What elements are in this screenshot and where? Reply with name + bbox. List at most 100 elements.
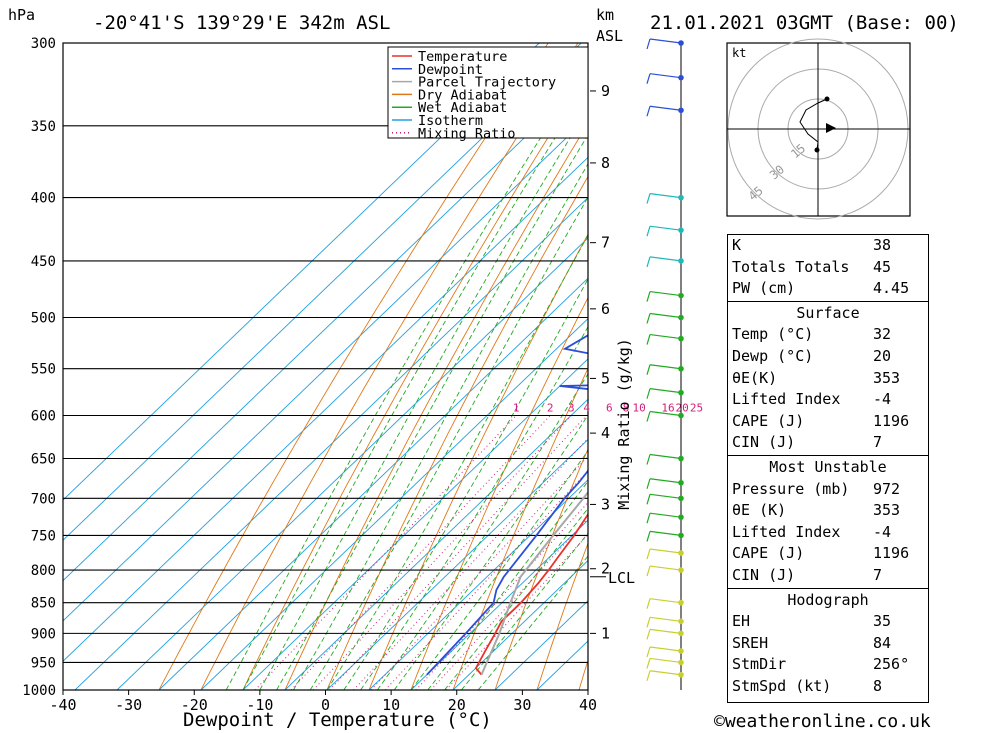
index-label: Temp (°C) xyxy=(732,325,814,344)
index-row: CIN (J) 7 xyxy=(728,432,928,454)
wind-barb-flag xyxy=(646,411,651,422)
mixing-ratio-label: 20 xyxy=(675,401,688,414)
wind-barb xyxy=(649,193,682,199)
wind-level-dot xyxy=(678,479,684,486)
height-tick-label: 7 xyxy=(601,234,610,252)
height-tick-label: 1 xyxy=(601,624,610,642)
height-tick-label: 8 xyxy=(601,154,610,172)
isotherm-line xyxy=(410,519,588,690)
pressure-tick-label: 550 xyxy=(31,362,56,378)
wind-level-dot xyxy=(678,365,684,372)
index-row: CIN (J) 7 xyxy=(728,565,928,587)
height-tick-label: 2 xyxy=(601,560,610,578)
wind-barb-flag xyxy=(646,291,651,302)
wind-barb-flag xyxy=(646,670,651,681)
index-row: Lifted Index -4 xyxy=(728,389,928,411)
index-label: CAPE (J) xyxy=(732,411,805,430)
wind-barb xyxy=(649,38,682,44)
index-row: Lifted Index -4 xyxy=(728,522,928,544)
temperature-tick-label: 10 xyxy=(382,696,400,714)
index-row: K 38 xyxy=(728,235,928,257)
mixing-ratio-line xyxy=(370,455,588,690)
pressure-tick-label: 900 xyxy=(31,626,56,642)
wind-barb-flag xyxy=(646,193,651,204)
index-label: Totals Totals xyxy=(732,257,850,276)
mixing-ratio-label: 4 xyxy=(583,401,590,414)
index-label: Lifted Index xyxy=(732,522,841,541)
wind-barb xyxy=(649,616,682,622)
index-row: θE(K) 353 xyxy=(728,368,928,390)
isotherm-line xyxy=(368,479,588,690)
wind-barb-flag xyxy=(646,334,651,345)
profile-lines xyxy=(426,334,588,676)
index-row: CAPE (J) 1196 xyxy=(728,411,928,433)
wind-barb xyxy=(649,478,682,484)
legend-label: Parcel Trajectory xyxy=(418,75,556,91)
table-separator xyxy=(728,300,928,302)
index-row: θE (K) 353 xyxy=(728,500,928,522)
index-value: -4 xyxy=(873,522,892,541)
isotherm-line xyxy=(326,438,588,690)
index-value: 256° xyxy=(873,655,910,674)
index-label: Pressure (mb) xyxy=(732,479,850,498)
mixing-ratio-label: 1 xyxy=(513,401,520,414)
copyright-link[interactable]: ©weatheronline.co.uk xyxy=(714,711,931,732)
table-separator xyxy=(728,455,928,456)
index-row: EH 35 xyxy=(728,611,928,633)
isotherm-line xyxy=(63,43,582,541)
mixing-ratio-label: 2 xyxy=(547,401,554,414)
location-title: -20°41'S 139°29'E 342m ASL xyxy=(93,12,391,34)
temperature-tick-label: 30 xyxy=(513,696,531,714)
wet-adiabat-line xyxy=(427,480,588,690)
wind-barb-flag xyxy=(646,226,651,237)
storm-motion-arrow xyxy=(826,123,836,133)
lcl-label: LCL xyxy=(608,569,635,587)
pressure-tick-label: 700 xyxy=(31,491,56,507)
index-value: 1196 xyxy=(873,411,910,430)
index-value: 4.45 xyxy=(873,279,910,298)
index-value: 7 xyxy=(873,433,883,452)
index-label: StmDir xyxy=(732,655,787,674)
wind-barb xyxy=(649,530,682,536)
isotherm-line xyxy=(452,559,588,690)
index-value: 1196 xyxy=(873,544,910,563)
pressure-tick-label: 800 xyxy=(31,563,56,579)
parcel-trajectory-line xyxy=(480,490,588,676)
legend-label: Mixing Ratio xyxy=(418,126,516,142)
index-value: 35 xyxy=(873,612,892,631)
wind-barb-flag xyxy=(646,598,651,609)
mixing-ratio-labels: 1 2 3 4 6 8 10 16 20 25 xyxy=(513,401,703,414)
isotherm-line xyxy=(63,156,588,662)
legend-label: Dry Adiabat xyxy=(418,87,507,103)
isotherm-line xyxy=(158,277,588,690)
wind-profile xyxy=(646,38,684,690)
isotherm-line xyxy=(63,116,588,622)
index-label: Dewp (°C) xyxy=(732,347,814,365)
wind-barb xyxy=(649,512,682,518)
wind-barb-flag xyxy=(646,494,651,505)
index-row: CAPE (J) 1196 xyxy=(728,543,928,565)
wind-barb xyxy=(649,493,682,499)
temperature-tick-label: 20 xyxy=(448,696,466,714)
dry-adiabat-line xyxy=(957,43,1000,690)
wind-barb xyxy=(649,290,682,297)
wind-barb xyxy=(649,388,682,394)
hodograph-surface-point xyxy=(814,147,820,153)
wind-barb xyxy=(649,548,682,554)
index-label: EH xyxy=(732,612,751,631)
wind-level-dot xyxy=(678,335,684,342)
height-tick-label: 6 xyxy=(601,300,610,318)
datetime-title: 21.01.2021 03GMT (Base: 00) xyxy=(650,12,959,34)
pressure-tick-label: 400 xyxy=(31,191,56,207)
temperature-tick-label: -10 xyxy=(246,696,273,714)
wind-barb-flag xyxy=(646,313,651,324)
wind-barb-flag xyxy=(646,106,651,117)
legend-label: Isotherm xyxy=(418,113,483,129)
mixing-ratio-label: 6 xyxy=(606,401,613,414)
wet-adiabat-line xyxy=(225,62,588,690)
wind-barb-flag xyxy=(646,629,651,640)
isotherm-line xyxy=(200,317,588,690)
temperature-tick-label: 40 xyxy=(579,696,597,714)
mixing-ratio-label: 10 xyxy=(633,401,646,414)
